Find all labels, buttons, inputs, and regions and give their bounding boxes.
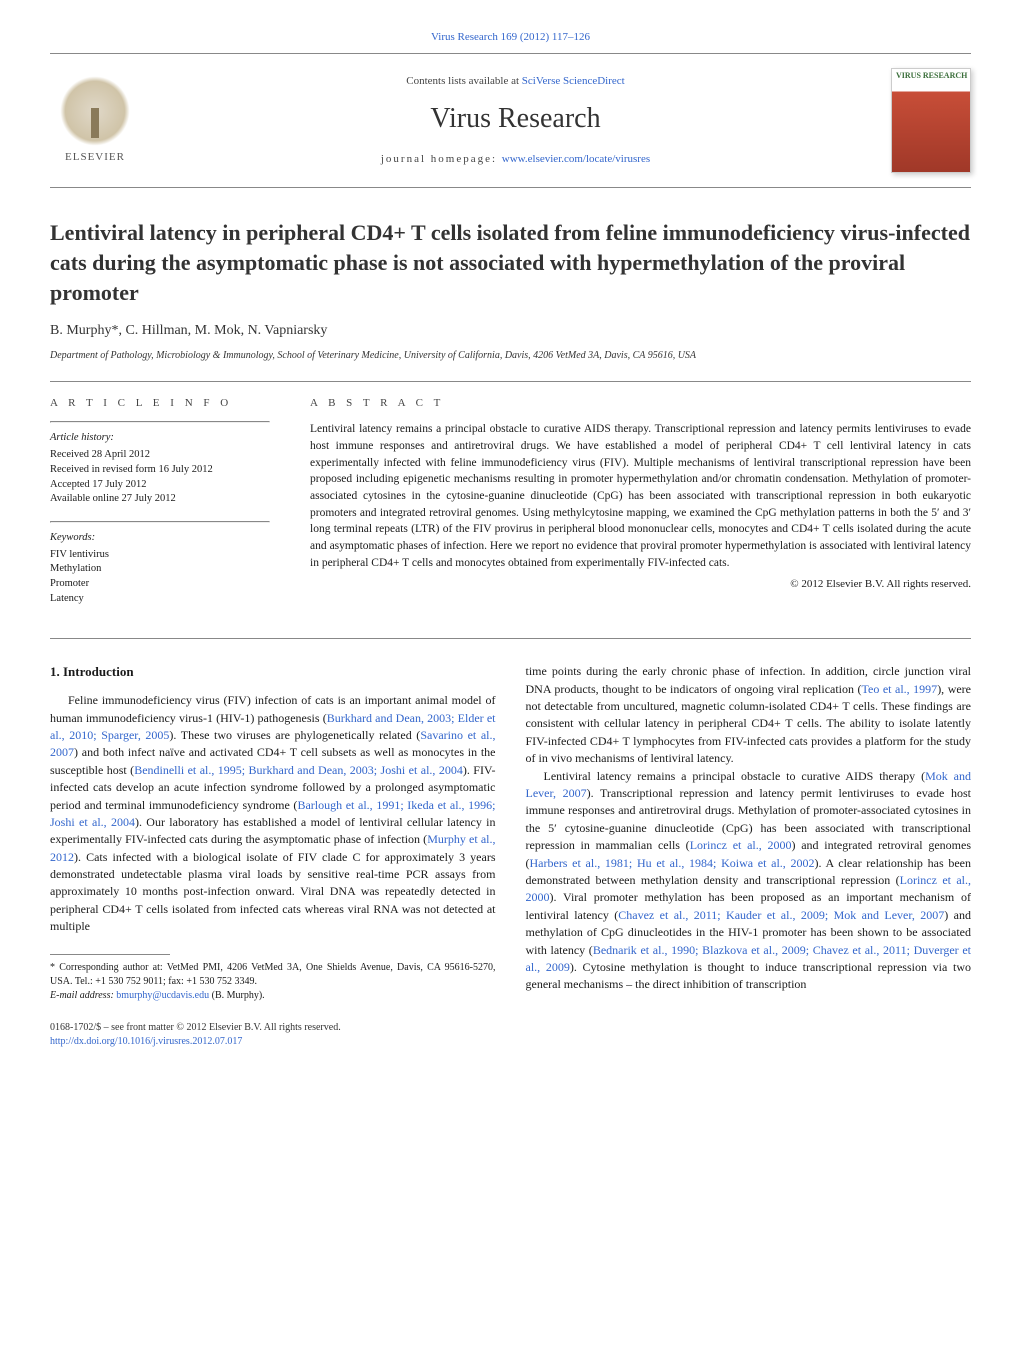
journal-cover-thumb: VIRUS RESEARCH bbox=[891, 68, 971, 173]
abstract-text: Lentiviral latency remains a principal o… bbox=[310, 421, 971, 571]
sciencedirect-link[interactable]: SciVerse ScienceDirect bbox=[522, 75, 625, 87]
footnote-line-2: E-mail address: bmurphy@ucdavis.edu (B. … bbox=[50, 989, 496, 1003]
footnote-rule bbox=[50, 954, 170, 955]
footer-copyright: 0168-1702/$ – see front matter © 2012 El… bbox=[50, 1021, 341, 1035]
citation[interactable]: Bendinelli et al., 1995; Burkhard and De… bbox=[134, 763, 463, 777]
history-line: Received in revised form 16 July 2012 bbox=[50, 463, 270, 478]
citation[interactable]: Chavez et al., 2011; Kauder et al., 2009… bbox=[618, 908, 944, 922]
authors: B. Murphy*, C. Hillman, M. Mok, N. Vapni… bbox=[50, 321, 971, 341]
article-info-label: A R T I C L E I N F O bbox=[50, 396, 270, 411]
article-info-column: A R T I C L E I N F O Article history: R… bbox=[50, 396, 270, 620]
contents-prefix: Contents lists available at bbox=[406, 75, 521, 87]
citation[interactable]: Harbers et al., 1981; Hu et al., 1984; K… bbox=[530, 856, 815, 870]
keyword: Latency bbox=[50, 592, 270, 607]
homepage-prefix: journal homepage: bbox=[381, 153, 502, 165]
journal-title: Virus Research bbox=[160, 99, 871, 138]
elsevier-tree-icon bbox=[60, 76, 130, 146]
citation[interactable]: Teo et al., 1997 bbox=[862, 682, 938, 696]
email-link[interactable]: bmurphy@ucdavis.edu bbox=[116, 990, 209, 1001]
abstract-copyright: © 2012 Elsevier B.V. All rights reserved… bbox=[310, 577, 971, 592]
rule-bottom bbox=[50, 638, 971, 639]
keywords-title: Keywords: bbox=[50, 531, 270, 546]
homepage-line: journal homepage: www.elsevier.com/locat… bbox=[160, 152, 871, 167]
body-columns: 1. Introduction Feline immunodeficiency … bbox=[50, 663, 971, 1002]
citation[interactable]: Lorincz et al., 2000 bbox=[690, 838, 792, 852]
abstract-label: A B S T R A C T bbox=[310, 396, 971, 411]
body-paragraph: Feline immunodeficiency virus (FIV) infe… bbox=[50, 692, 496, 935]
doi-link[interactable]: http://dx.doi.org/10.1016/j.virusres.201… bbox=[50, 1036, 242, 1047]
history-line: Available online 27 July 2012 bbox=[50, 492, 270, 507]
citation-header: Virus Research 169 (2012) 117–126 bbox=[50, 30, 971, 45]
history-title: Article history: bbox=[50, 431, 270, 446]
history-line: Received 28 April 2012 bbox=[50, 448, 270, 463]
abstract-column: A B S T R A C T Lentiviral latency remai… bbox=[310, 396, 971, 620]
cover-title: VIRUS RESEARCH bbox=[896, 72, 967, 80]
journal-header: ELSEVIER Contents lists available at Sci… bbox=[50, 53, 971, 188]
info-rule-2 bbox=[50, 521, 270, 523]
body-paragraph: time points during the early chronic pha… bbox=[526, 663, 972, 767]
page-footer: 0168-1702/$ – see front matter © 2012 El… bbox=[50, 1021, 971, 1049]
publisher-logo: ELSEVIER bbox=[50, 76, 140, 165]
info-rule-1 bbox=[50, 421, 270, 423]
introduction-heading: 1. Introduction bbox=[50, 663, 496, 682]
publisher-name: ELSEVIER bbox=[65, 150, 125, 165]
footnote-line-1: * Corresponding author at: VetMed PMI, 4… bbox=[50, 961, 496, 989]
keyword: Methylation bbox=[50, 562, 270, 577]
homepage-link[interactable]: www.elsevier.com/locate/virusres bbox=[502, 153, 650, 165]
contents-line: Contents lists available at SciVerse Sci… bbox=[160, 74, 871, 89]
body-paragraph: Lentiviral latency remains a principal o… bbox=[526, 768, 972, 994]
article-title: Lentiviral latency in peripheral CD4+ T … bbox=[50, 218, 971, 307]
corresponding-author-footnote: * Corresponding author at: VetMed PMI, 4… bbox=[50, 961, 496, 1003]
citation-link[interactable]: Virus Research 169 (2012) 117–126 bbox=[431, 31, 590, 43]
keyword: Promoter bbox=[50, 577, 270, 592]
affiliation: Department of Pathology, Microbiology & … bbox=[50, 349, 971, 363]
keyword: FIV lentivirus bbox=[50, 548, 270, 563]
history-line: Accepted 17 July 2012 bbox=[50, 478, 270, 493]
